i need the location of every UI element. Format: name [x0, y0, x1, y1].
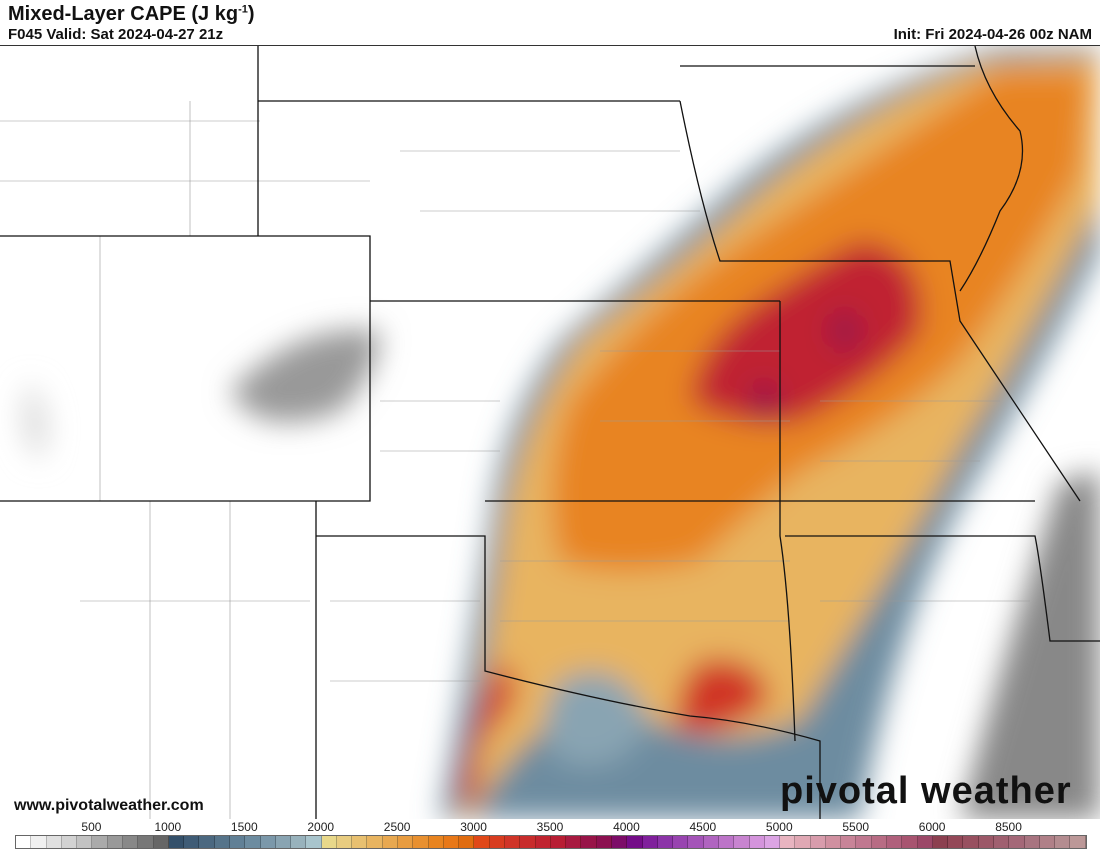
- county-borders: [0, 101, 1030, 819]
- colorbar: [15, 835, 1087, 849]
- colorbar-swatch: [978, 836, 994, 848]
- colorbar-swatch: [428, 836, 444, 848]
- colorbar-swatch: [77, 836, 93, 848]
- colorbar-swatch: [673, 836, 689, 848]
- colorbar-swatch: [275, 836, 292, 848]
- colorbar-swatch: [321, 836, 337, 848]
- colorbar-swatch: [398, 836, 414, 848]
- colorbar-swatch: [336, 836, 353, 848]
- website-url: www.pivotalweather.com: [14, 797, 204, 814]
- colorbar-swatch: [184, 836, 200, 848]
- state-borders: [0, 46, 1100, 819]
- colorbar-swatch: [31, 836, 47, 848]
- colorbar-label: 6000: [918, 820, 946, 834]
- colorbar-swatch: [1055, 836, 1071, 848]
- colorbar-swatch: [1070, 836, 1086, 848]
- colorbar-swatch: [642, 836, 658, 848]
- colorbar-swatch: [994, 836, 1010, 848]
- colorbar-swatch: [474, 836, 490, 848]
- init-time: Init: Fri 2024-04-26 00z NAM: [893, 26, 1092, 43]
- colorbar-swatch: [948, 836, 964, 848]
- colorbar-label: 5500: [842, 820, 870, 834]
- colorbar-swatch: [1009, 836, 1025, 848]
- colorbar-swatch: [703, 836, 719, 848]
- colorbar-swatch: [611, 836, 628, 848]
- colorbar-swatch: [718, 836, 735, 848]
- cape-field: [22, 46, 1100, 819]
- colorbar-swatch: [825, 836, 842, 848]
- colorbar-label: 1500: [230, 820, 258, 834]
- colorbar-swatch: [46, 836, 62, 848]
- colorbar-swatch: [229, 836, 246, 848]
- colorbar-swatch: [1024, 836, 1040, 848]
- colorbar-label: 4000: [613, 820, 640, 834]
- colorbar-swatch: [489, 836, 505, 848]
- colorbar-swatch: [550, 836, 567, 848]
- colorbar-label: 3500: [536, 820, 564, 834]
- colorbar-swatch: [199, 836, 215, 848]
- colorbar-swatch: [260, 836, 276, 848]
- colorbar-swatch: [16, 836, 32, 848]
- colorbar-label: 2000: [307, 820, 335, 834]
- colorbar-swatch: [871, 836, 888, 848]
- header: Mixed-Layer CAPE (J kg-1) F045 Valid: Sa…: [0, 0, 1100, 45]
- colorbar-swatch: [780, 836, 796, 848]
- colorbar-swatch: [688, 836, 704, 848]
- colorbar-swatch: [535, 836, 551, 848]
- colorbar-swatch: [932, 836, 949, 848]
- colorbar-swatch: [214, 836, 230, 848]
- colorbar-swatch: [107, 836, 123, 848]
- colorbar-swatch: [61, 836, 78, 848]
- colorbar-swatch: [887, 836, 903, 848]
- colorbar-swatch: [245, 836, 261, 848]
- colorbar-swatch: [627, 836, 643, 848]
- colorbar-label: 4500: [689, 820, 717, 834]
- cape-map: [0, 45, 1100, 819]
- colorbar-label: 5000: [765, 820, 793, 834]
- colorbar-swatch: [413, 836, 429, 848]
- colorbar-swatch: [520, 836, 536, 848]
- colorbar-swatch: [963, 836, 979, 848]
- colorbar-swatch: [367, 836, 383, 848]
- colorbar-swatch: [596, 836, 612, 848]
- colorbar-swatch: [443, 836, 460, 848]
- colorbar-swatch: [122, 836, 139, 848]
- colorbar-swatch: [138, 836, 154, 848]
- map-title: Mixed-Layer CAPE (J kg-1): [8, 3, 255, 25]
- colorbar-swatch: [902, 836, 918, 848]
- pivotal-weather-logo: pivotal weather: [780, 770, 1072, 812]
- colorbar-label: 2500: [383, 820, 411, 834]
- colorbar-swatch: [795, 836, 811, 848]
- colorbar-swatch: [92, 836, 108, 848]
- colorbar-label: 3000: [460, 820, 487, 834]
- colorbar-swatch: [153, 836, 169, 848]
- colorbar-swatch: [749, 836, 765, 848]
- colorbar-label: 8500: [995, 820, 1022, 834]
- colorbar-swatch: [352, 836, 368, 848]
- colorbar-label: 1000: [154, 820, 182, 834]
- colorbar-swatch: [459, 836, 475, 848]
- valid-time: F045 Valid: Sat 2024-04-27 21z: [8, 26, 224, 43]
- colorbar-swatch: [810, 836, 826, 848]
- colorbar-swatch: [291, 836, 307, 848]
- colorbar-label: 500: [81, 820, 102, 834]
- colorbar-swatch: [841, 836, 857, 848]
- colorbar-swatch: [581, 836, 597, 848]
- colorbar-swatch: [856, 836, 872, 848]
- colorbar-swatch: [382, 836, 399, 848]
- colorbar-swatch: [734, 836, 750, 848]
- colorbar-swatch: [917, 836, 933, 848]
- colorbar-swatch: [306, 836, 322, 848]
- colorbar-swatch: [566, 836, 582, 848]
- colorbar-swatch: [168, 836, 185, 848]
- colorbar-swatch: [764, 836, 781, 848]
- colorbar-swatch: [1039, 836, 1056, 848]
- colorbar-swatch: [657, 836, 674, 848]
- colorbar-swatch: [505, 836, 521, 848]
